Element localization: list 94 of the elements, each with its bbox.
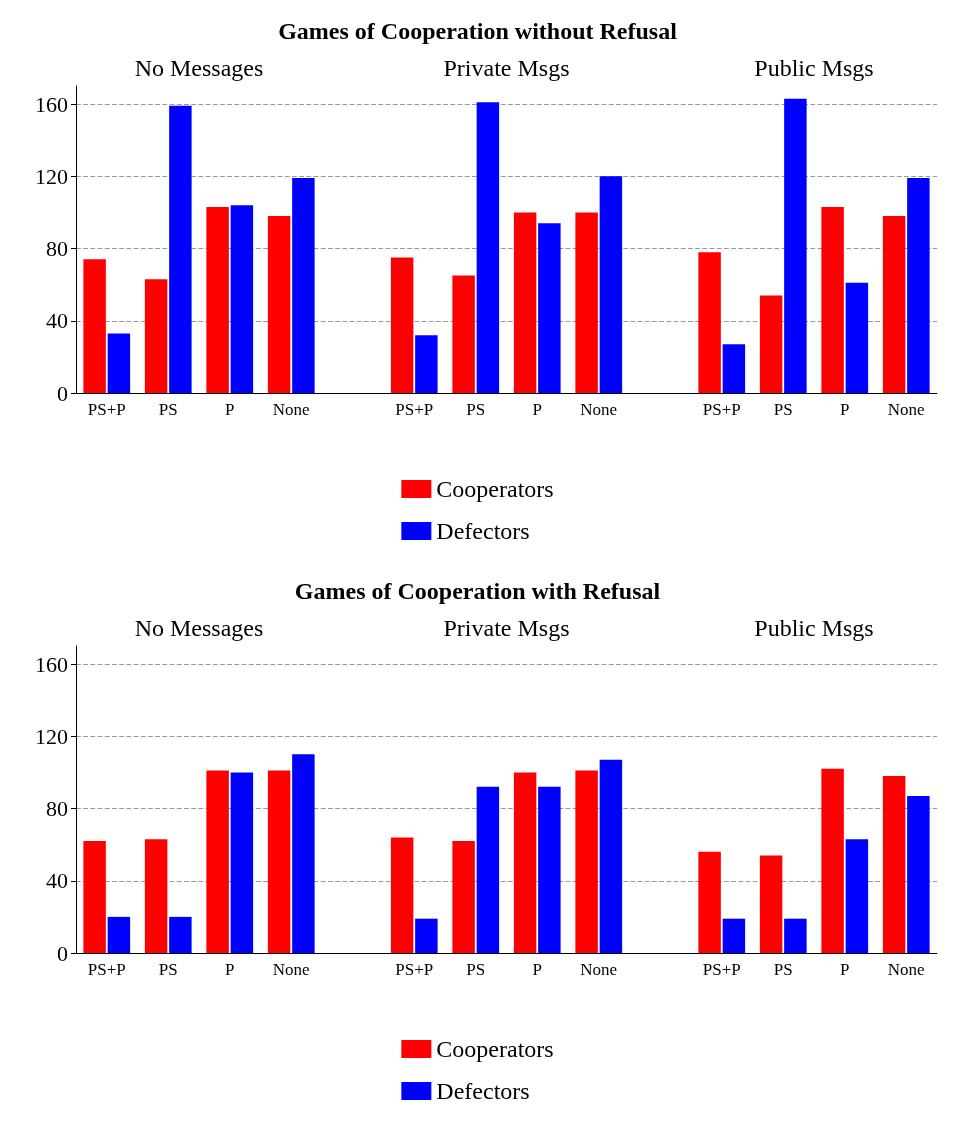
x-tick-label: P bbox=[532, 960, 542, 979]
x-tick-label: PS+P bbox=[702, 960, 741, 979]
bar bbox=[415, 918, 438, 953]
y-tick-label: 120 bbox=[35, 163, 68, 189]
bar bbox=[538, 223, 561, 393]
text: Public Msgs bbox=[754, 55, 874, 81]
x-tick-label: None bbox=[272, 400, 310, 419]
bar bbox=[267, 770, 291, 953]
bar bbox=[907, 178, 930, 393]
bar bbox=[169, 916, 192, 953]
text: No Messages bbox=[134, 615, 264, 641]
y-tick-label: 40 bbox=[46, 308, 68, 334]
x-tick-label: None bbox=[887, 400, 925, 419]
x-tick-label: PS+P bbox=[702, 400, 741, 419]
bar bbox=[476, 102, 500, 393]
x-tick-label: None bbox=[272, 960, 310, 979]
bar bbox=[845, 282, 869, 393]
y-tick-label: 80 bbox=[46, 796, 68, 822]
x-tick-label: PS+P bbox=[395, 960, 434, 979]
x-tick-label: P bbox=[532, 400, 542, 419]
legend-label: Defectors bbox=[436, 1078, 530, 1104]
x-tick-label: PS bbox=[158, 960, 178, 979]
bar bbox=[107, 916, 131, 953]
legend-label: Cooperators bbox=[436, 1036, 554, 1062]
x-tick-label: None bbox=[580, 960, 618, 979]
bar bbox=[575, 212, 598, 393]
x-tick-label: PS bbox=[773, 960, 793, 979]
text: Private Msgs bbox=[443, 615, 570, 641]
y-tick-label: 160 bbox=[35, 651, 68, 677]
bar bbox=[759, 855, 783, 953]
bar bbox=[83, 259, 106, 393]
legend-label: Cooperators bbox=[436, 476, 554, 502]
bar bbox=[83, 841, 106, 953]
x-tick-label: None bbox=[887, 960, 925, 979]
y-tick-label: 160 bbox=[35, 91, 68, 117]
bar bbox=[169, 105, 192, 393]
y-tick-label: 120 bbox=[35, 723, 68, 749]
x-tick-label: P bbox=[840, 960, 850, 979]
bar bbox=[784, 98, 807, 393]
bar bbox=[267, 216, 291, 393]
bar bbox=[882, 776, 906, 953]
bar bbox=[907, 795, 930, 953]
bar bbox=[390, 257, 414, 393]
bar bbox=[722, 344, 746, 393]
x-tick-label: PS+P bbox=[87, 400, 126, 419]
bar bbox=[230, 205, 254, 393]
text: Private Msgs bbox=[443, 55, 570, 81]
x-tick-label: PS bbox=[773, 400, 793, 419]
x-tick-label: P bbox=[225, 400, 235, 419]
x-tick-label: PS bbox=[466, 400, 486, 419]
bar bbox=[759, 295, 783, 393]
bar bbox=[292, 178, 315, 393]
x-tick-label: P bbox=[225, 960, 235, 979]
bar bbox=[575, 770, 598, 953]
x-tick-label: P bbox=[840, 400, 850, 419]
y-tick-label: 0 bbox=[57, 380, 68, 406]
chart-title: Games of Cooperation without Refusal bbox=[278, 18, 678, 44]
x-tick-label: PS bbox=[158, 400, 178, 419]
bar bbox=[821, 768, 844, 953]
bar bbox=[415, 335, 438, 393]
bar bbox=[538, 786, 561, 953]
bar bbox=[722, 918, 746, 953]
bar bbox=[476, 786, 500, 953]
bar bbox=[599, 176, 623, 393]
bar bbox=[144, 839, 168, 953]
x-tick-label: PS+P bbox=[395, 400, 434, 419]
y-tick-label: 40 bbox=[46, 868, 68, 894]
chart-title: Games of Cooperation with Refusal bbox=[294, 578, 661, 604]
bar bbox=[452, 275, 475, 393]
text: Public Msgs bbox=[754, 615, 874, 641]
bar bbox=[784, 918, 807, 953]
bar bbox=[107, 333, 131, 393]
bar bbox=[390, 837, 414, 953]
bar bbox=[821, 206, 844, 393]
bar bbox=[452, 841, 475, 953]
bar bbox=[698, 252, 721, 393]
bar bbox=[206, 206, 229, 393]
bar bbox=[292, 754, 315, 953]
text: No Messages bbox=[134, 55, 264, 81]
bar bbox=[206, 770, 229, 953]
x-tick-label: None bbox=[580, 400, 618, 419]
y-tick-label: 80 bbox=[46, 236, 68, 262]
bar bbox=[882, 216, 906, 393]
x-tick-label: PS bbox=[466, 960, 486, 979]
legend-label: Defectors bbox=[436, 518, 530, 544]
bar bbox=[230, 772, 254, 953]
bar bbox=[599, 759, 623, 953]
bar bbox=[698, 851, 721, 953]
bar bbox=[513, 772, 537, 953]
y-tick-label: 0 bbox=[57, 940, 68, 966]
bar bbox=[513, 212, 537, 393]
bar bbox=[144, 279, 168, 393]
x-tick-label: PS+P bbox=[87, 960, 126, 979]
bar bbox=[845, 839, 869, 953]
